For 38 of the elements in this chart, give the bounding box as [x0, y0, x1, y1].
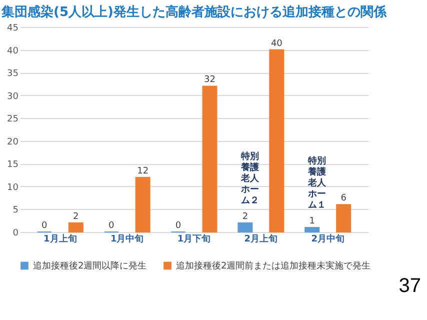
bar	[68, 222, 84, 232]
y-tick-label: 5	[12, 206, 18, 216]
legend-label: 追加接種後2週間前または追加接種未実施で発生	[176, 260, 371, 272]
x-tick-label: 1月上旬	[44, 234, 77, 244]
bar	[238, 222, 253, 232]
y-tick-label: 40	[7, 46, 19, 56]
bar	[135, 176, 150, 232]
data-label: 2	[242, 212, 248, 222]
bar	[269, 49, 284, 232]
x-tick-label: 1月中旬	[110, 234, 144, 244]
y-tick-label: 45	[7, 24, 18, 34]
data-label: 6	[340, 194, 347, 204]
data-label: 12	[137, 166, 149, 176]
y-tick-label: 15	[7, 160, 18, 170]
bar	[202, 86, 218, 232]
data-label: 0	[175, 221, 182, 231]
data-label: 2	[73, 212, 79, 222]
y-tick-label: 25	[7, 114, 18, 125]
bar	[304, 226, 320, 232]
y-tick-label: 30	[7, 92, 19, 102]
annotation: 特別養護老人ホーム１	[307, 155, 328, 210]
data-label: 0	[42, 221, 48, 231]
data-label: 1	[309, 216, 315, 226]
x-tick-label: 2月上旬	[244, 234, 278, 244]
x-tick-label: 1月下旬	[177, 234, 211, 244]
y-tick-label: 35	[7, 69, 18, 80]
data-label: 32	[204, 75, 216, 86]
bar	[336, 204, 352, 232]
legend-label: 追加接種後2週間以降に発生	[33, 260, 147, 272]
y-tick-label: 20	[7, 137, 19, 148]
text: 37	[398, 275, 421, 298]
annotation: 特別養護老人ホーム２	[240, 150, 260, 206]
x-tick-label: 2月中旬	[311, 234, 344, 244]
chart-title: 集団感染(5人以上)発生した高齢者施設における追加接種との関係	[0, 4, 388, 20]
data-label: 40	[270, 38, 283, 49]
y-tick-label: 0	[12, 228, 19, 238]
y-tick-label: 10	[7, 182, 19, 193]
data-label: 0	[108, 221, 114, 231]
